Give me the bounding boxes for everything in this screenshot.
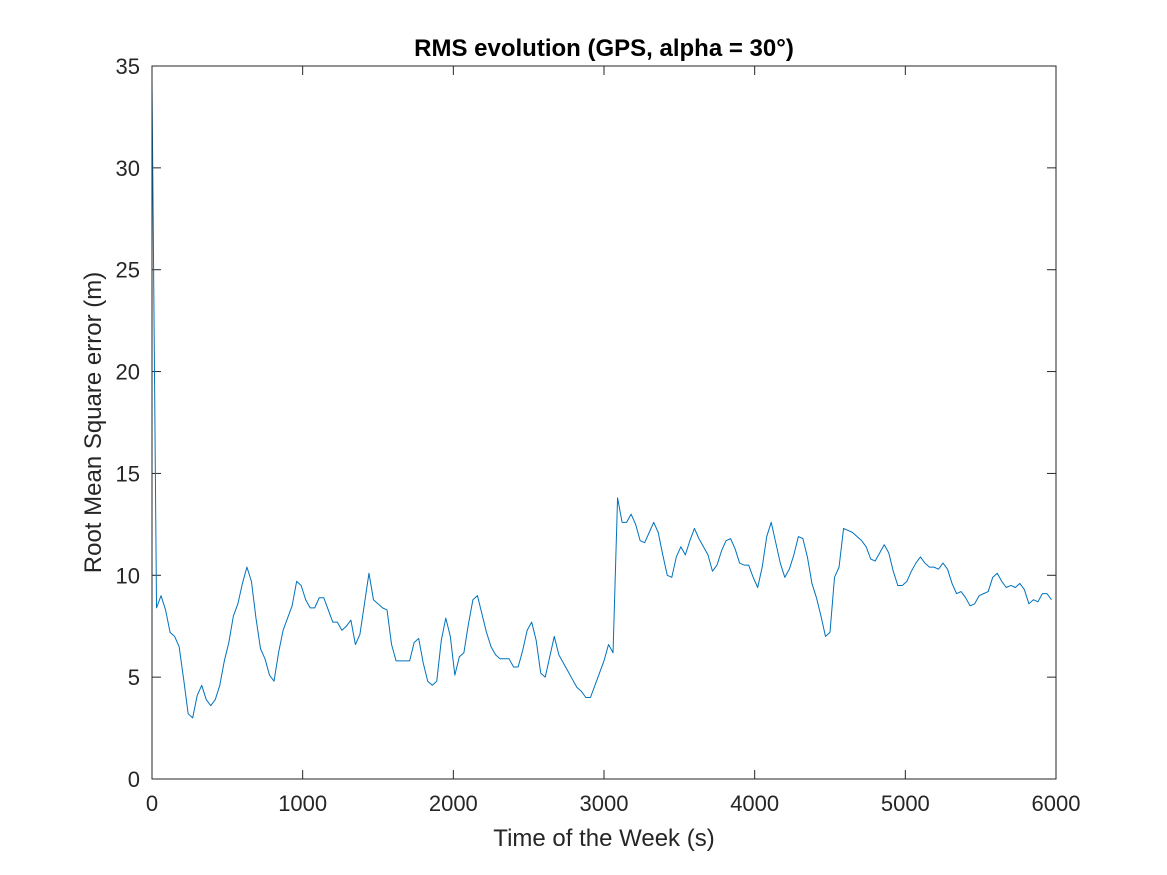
x-tick-label: 1000 [278,791,327,816]
y-tick-label: 35 [116,54,140,79]
plot-area-background [152,66,1056,779]
chart-title: RMS evolution (GPS, alpha = 30°) [414,35,794,62]
x-tick-label: 5000 [881,791,930,816]
y-tick-labels: 0 5 10 15 20 25 30 35 [116,54,140,792]
y-axis-label: Root Mean Square error (m) [80,272,107,573]
data-series [151,82,1052,719]
x-axis-label: Time of the Week (s) [493,825,714,852]
x-tick-label: 6000 [1032,791,1081,816]
x-tick-label: 0 [146,791,158,816]
y-tick-label: 0 [128,767,140,792]
x-tick-label: 2000 [429,791,478,816]
y-tick-label: 30 [116,156,140,181]
x-tick-labels: 0 1000 2000 3000 4000 5000 6000 [146,791,1081,816]
y-tick-label: 5 [128,665,140,690]
y-tick-label: 10 [116,563,140,588]
series-line [151,82,1052,719]
y-tick-label: 15 [116,461,140,486]
x-tick-label: 3000 [580,791,629,816]
y-tick-label: 25 [116,258,140,283]
plot-area-frame [151,65,1057,780]
y-tick-label: 20 [116,360,140,385]
x-tick-label: 4000 [730,791,779,816]
